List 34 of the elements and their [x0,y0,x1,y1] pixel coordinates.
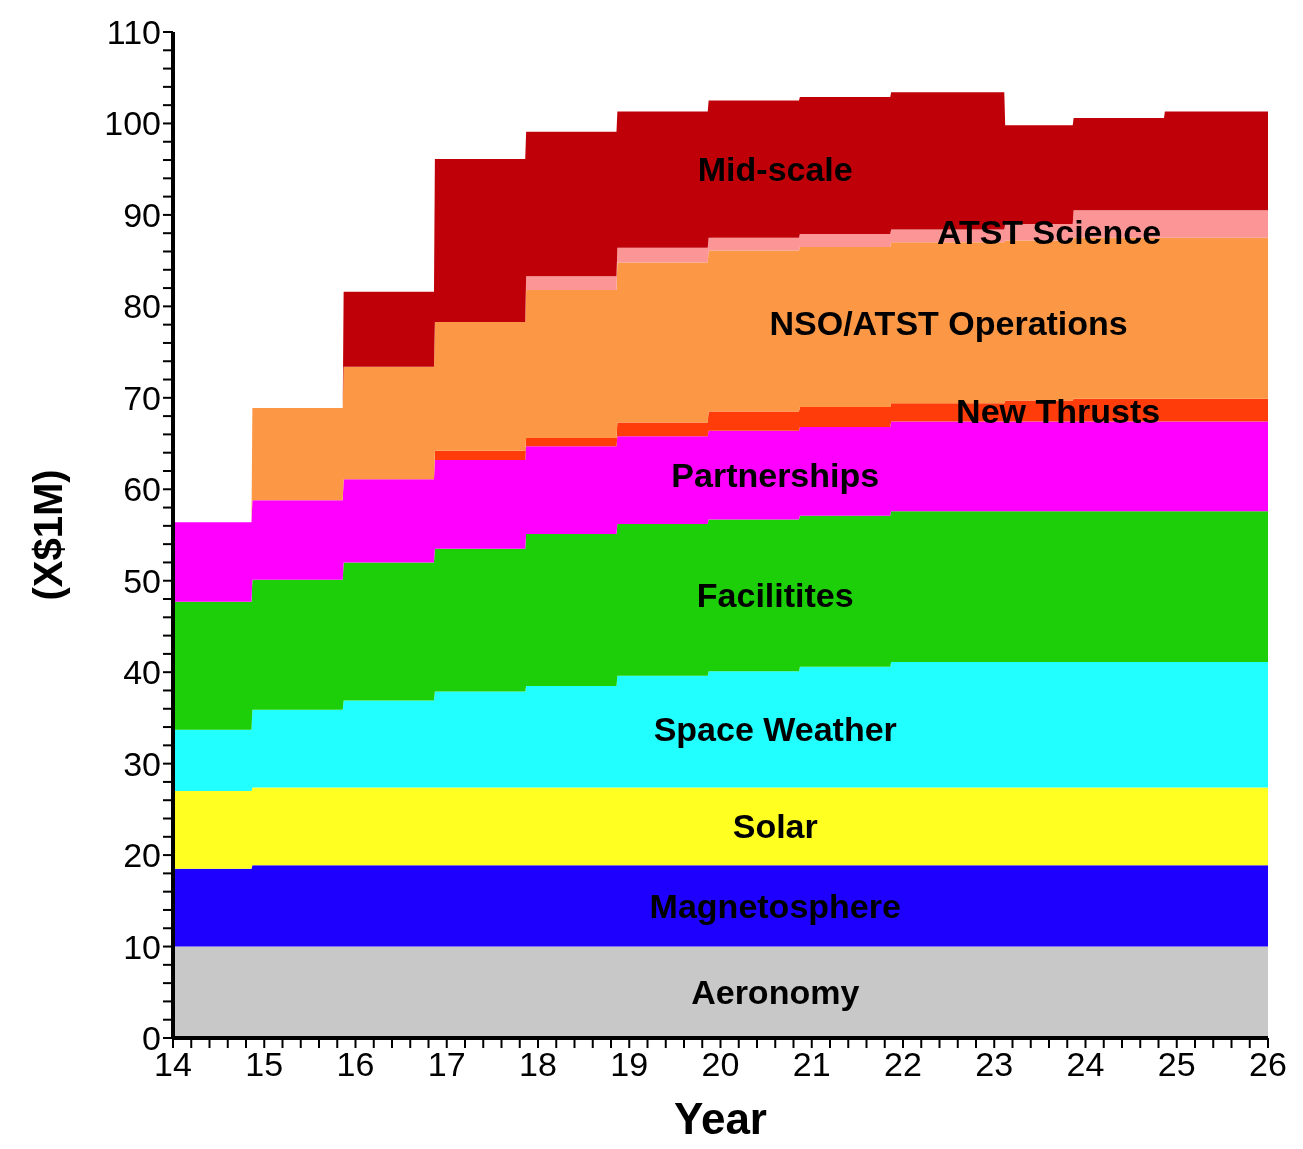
series-label: Aeronomy [691,973,860,1012]
y-tick-label: 50 [123,561,161,600]
y-tick-label: 40 [123,653,161,692]
y-tick-label: 100 [104,104,161,143]
x-tick-label: 16 [336,1045,375,1083]
x-tick-label: 18 [519,1045,557,1083]
series-label: Partnerships [671,456,880,495]
y-tick-label: 90 [123,195,161,234]
x-tick-label: 17 [427,1045,466,1083]
x-tick-label: 23 [975,1045,1014,1083]
y-axis-title: (X$1M) [26,469,71,601]
y-tick-label: 60 [123,470,161,509]
x-tick-label: 25 [1157,1045,1196,1083]
series-label: Mid-scale [697,150,853,189]
x-tick-label: 20 [701,1045,740,1083]
y-tick-label: 70 [123,378,161,417]
x-tick-label: 26 [1249,1045,1287,1083]
y-tick-label: 30 [123,744,161,783]
x-tick-label: 22 [884,1045,922,1083]
y-tick-label: 80 [123,287,161,326]
x-axis-title: Year [674,1094,767,1143]
series-label: Space Weather [653,710,897,749]
y-tick-label: 20 [123,836,161,875]
y-tick-label: 110 [106,13,161,51]
x-tick-label: 24 [1066,1045,1105,1083]
series-label: NSO/ATST Operations [769,303,1128,342]
series-label: Facilitites [696,576,854,615]
x-tick-label: 19 [610,1045,649,1083]
y-tick-label: 10 [123,927,161,966]
x-tick-label: 21 [792,1045,831,1083]
x-tick-label: 15 [245,1045,284,1083]
series-label: Magnetosphere [649,886,901,925]
series-label: New Thrusts [956,392,1161,431]
series-label: Solar [732,807,818,846]
